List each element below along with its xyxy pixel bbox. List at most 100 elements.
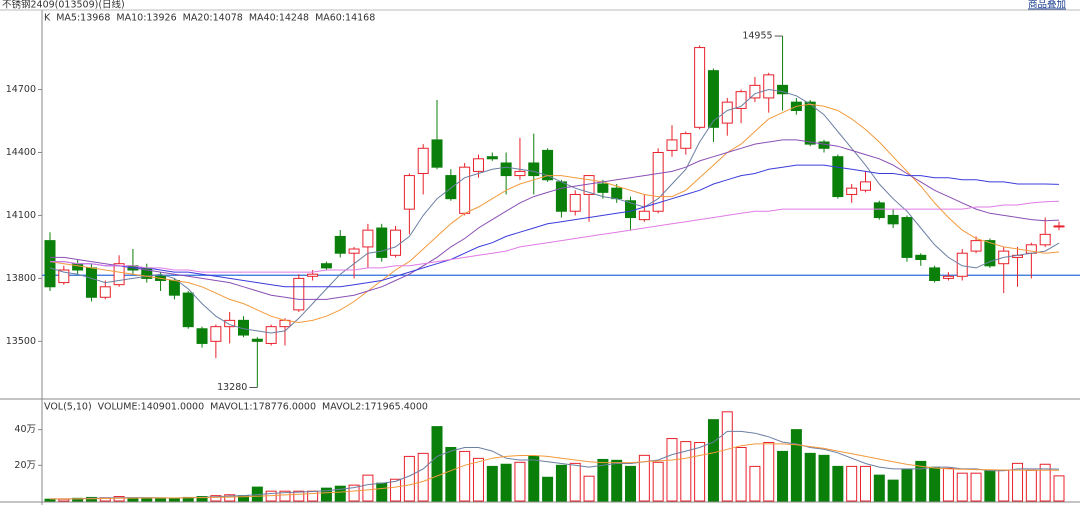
legend-item: MA40:14248 [249, 13, 309, 24]
candle-body [168, 279, 180, 296]
candle-body [694, 47, 706, 128]
candle-body [99, 286, 111, 298]
volume-bar [915, 460, 927, 502]
candle-body [887, 214, 899, 225]
candle-body [376, 227, 388, 258]
volume-bar [846, 465, 858, 502]
volume-bar [929, 466, 941, 502]
volume-bar [500, 463, 512, 502]
low-label: 13280 [217, 382, 247, 393]
candle-body [514, 170, 526, 177]
candle-body [293, 277, 305, 311]
volume-bar [611, 459, 623, 502]
candle-body [901, 217, 913, 258]
candle-body [320, 263, 332, 269]
volume-bar [44, 498, 56, 502]
volume-bar [763, 441, 775, 502]
legend-item: MAVOL2:171965.4000 [322, 402, 428, 413]
candle-body [555, 181, 567, 212]
volume-bar [376, 482, 388, 502]
candle-body [431, 139, 443, 168]
volume-bar [320, 487, 332, 502]
candle-body [196, 328, 208, 344]
volume-bar [583, 475, 595, 502]
candle-body [182, 292, 194, 328]
volume-bar [542, 476, 554, 502]
volume-bar [694, 441, 706, 502]
candle-body [956, 252, 968, 277]
legend-item: MAVOL1:178776.0000 [210, 402, 316, 413]
candle-body [915, 254, 927, 261]
volume-bar [887, 479, 899, 502]
candle-body [611, 187, 623, 200]
y-tick-label: 14700 [6, 84, 36, 95]
volume-bar [528, 455, 540, 502]
volume-bar [707, 419, 719, 502]
candle-body [528, 162, 540, 177]
volume-bar [721, 411, 733, 502]
volume-bar [348, 484, 360, 502]
candle-body [85, 267, 97, 298]
volume-bar [417, 452, 429, 502]
ma-line [50, 164, 1060, 288]
candle-body [873, 202, 885, 219]
ma-line [49, 88, 1060, 334]
volume-bar [735, 446, 747, 502]
volume-bar [1025, 469, 1037, 502]
candle-body [472, 158, 484, 172]
volume-bar [472, 457, 484, 502]
volume-bar [638, 454, 650, 502]
volume-bar [569, 462, 581, 502]
volume-bar [514, 461, 526, 502]
volume-bar [625, 465, 637, 502]
candle-body [569, 193, 581, 212]
candle-body [638, 210, 650, 221]
candle-body [58, 269, 70, 284]
candle-body [500, 162, 512, 177]
legend-item: MA20:14078 [183, 13, 243, 24]
volume-bar [459, 450, 471, 502]
volume-bar [390, 478, 402, 502]
candle-body [403, 175, 415, 210]
candle-body [859, 181, 871, 191]
volume-bar [293, 490, 305, 502]
y-tick-label: 20万 [14, 460, 36, 471]
volume-bar [956, 472, 968, 502]
candle-body [804, 101, 816, 145]
candle-body [735, 91, 747, 109]
volume-bar [1012, 462, 1024, 502]
volume-bar [1053, 475, 1065, 502]
volume-bar [901, 468, 913, 502]
candle-body [763, 74, 775, 99]
volume-bar [597, 458, 609, 502]
volume-bar [1039, 463, 1051, 502]
legend-item: K [44, 13, 51, 24]
volume-bar [680, 441, 692, 502]
candle-body [251, 338, 263, 342]
candle-body [597, 183, 609, 193]
volume-bar [555, 464, 567, 502]
volume-bar [431, 426, 443, 502]
candle-body [970, 240, 982, 252]
volume-bar [279, 490, 291, 502]
candle-body [348, 248, 360, 254]
volume-bar [942, 467, 954, 502]
candle-body [362, 229, 374, 248]
overlay-link[interactable]: 商品叠加 [1028, 0, 1066, 11]
candle-body [44, 240, 56, 288]
candle-body [445, 175, 457, 200]
volume-bar [832, 465, 844, 502]
volume-bar [666, 438, 678, 502]
volume-bar [445, 446, 457, 502]
candle-body [680, 133, 692, 149]
volume-bar [141, 497, 153, 502]
volume-bar [155, 497, 167, 502]
mavol-line [50, 430, 1060, 500]
chart-title: 不锈钢2409(013509)(日线) [2, 0, 125, 11]
legend-item: MA10:13926 [116, 13, 176, 24]
candle-body [929, 267, 941, 281]
legend-item: MA5:13968 [56, 13, 110, 24]
volume-bar [127, 497, 139, 502]
candle-body [307, 273, 319, 277]
